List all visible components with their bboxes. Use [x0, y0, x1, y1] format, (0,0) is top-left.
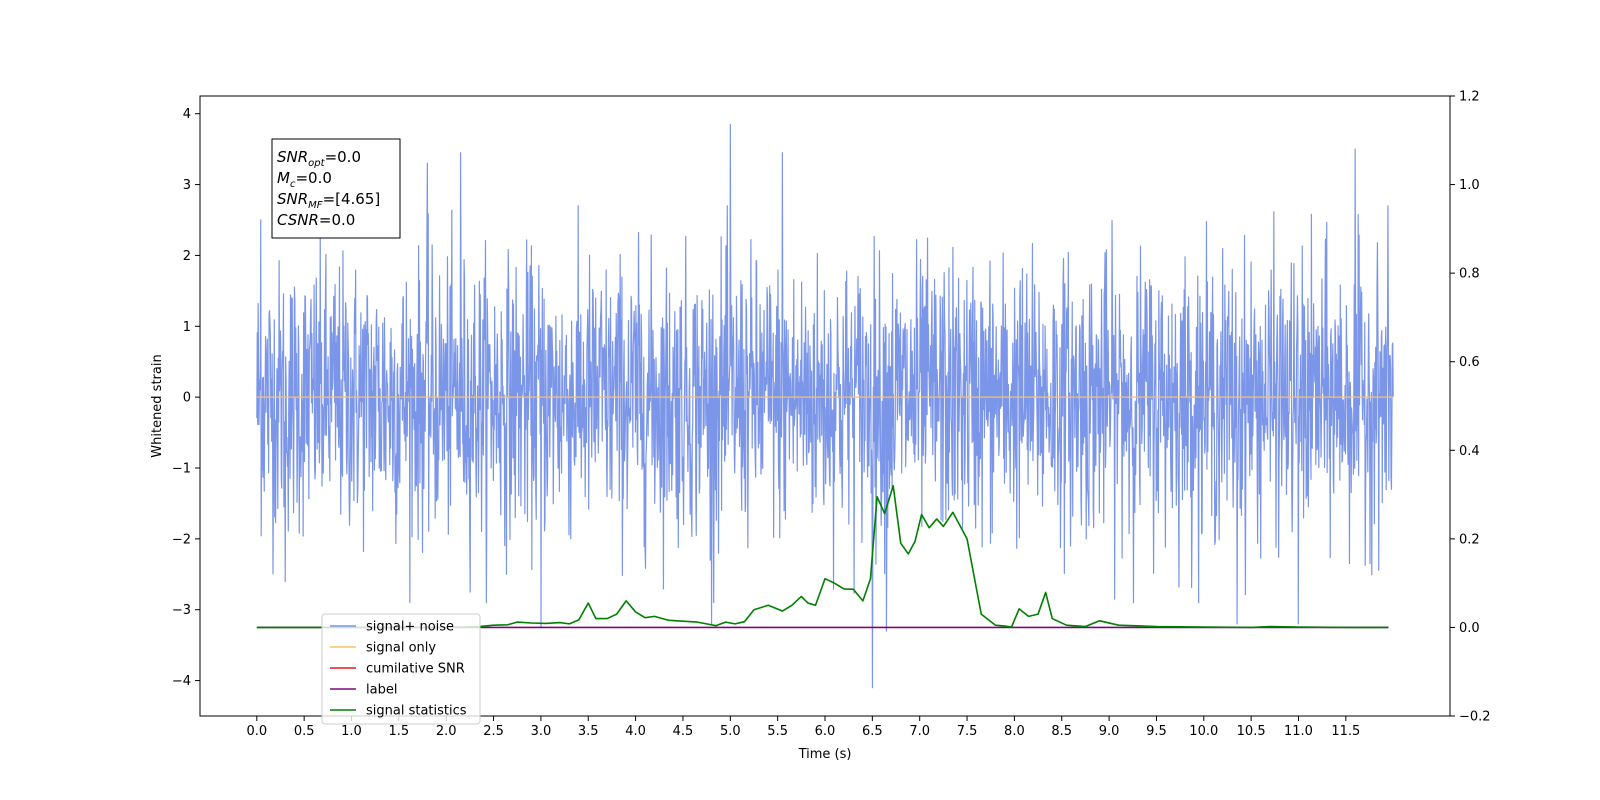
- annotation-symbol: SNR: [277, 190, 308, 208]
- y-tick-label: 4: [183, 107, 191, 122]
- y-tick-label: −1: [172, 462, 191, 477]
- annotation-line: SNRMF=[4.65]: [277, 190, 380, 211]
- x-tick-label: 11.0: [1284, 724, 1313, 739]
- y-tick-label: 1: [183, 320, 191, 335]
- x-tick-label: 1.0: [341, 724, 362, 739]
- y2-tick-label: 0.2: [1459, 532, 1480, 547]
- x-axis: 0.0 0.5 1.0 1.5 2.0 2.5 3.0 3.5 4.0 4.5 5.0 5.5 6.0 6…: [246, 716, 1360, 739]
- legend: signal+ noise signal only cumilative SNR la…: [321, 613, 481, 725]
- series-signal-noise-line: [256, 123, 1394, 689]
- y2-tick-label: 0.8: [1459, 267, 1480, 282]
- x-tick-label: 2.0: [436, 724, 457, 739]
- y2-tick-label: 0.4: [1459, 444, 1480, 459]
- x-tick-label: 0.5: [294, 724, 315, 739]
- x-tick-label: 6.0: [815, 724, 836, 739]
- x-tick-label: 5.0: [720, 724, 741, 739]
- y-tick-label: 2: [183, 249, 191, 264]
- legend-frame: [321, 613, 481, 725]
- y-tick-label: −3: [172, 603, 191, 618]
- x-tick-label: 9.5: [1146, 724, 1167, 739]
- annotation-frame: [271, 138, 401, 239]
- annotation-symbol: CSNR: [277, 211, 319, 229]
- plot-area: [256, 123, 1394, 689]
- y2-tick-label: 0.0: [1459, 621, 1480, 636]
- y2-tick-label: 0.6: [1459, 355, 1480, 370]
- annotation-line: SNRopt=0.0: [277, 148, 361, 169]
- annotation-line: Mc=0.0: [277, 169, 332, 190]
- x-tick-label: 4.5: [673, 724, 694, 739]
- x-tick-label: 6.5: [862, 724, 883, 739]
- annotation-subscript: c: [290, 179, 296, 190]
- x-tick-label: 7.5: [957, 724, 978, 739]
- legend-label: signal+ noise: [366, 620, 454, 635]
- annotation-value: =0.0: [325, 148, 361, 166]
- y2-tick-label: −0.2: [1459, 710, 1491, 725]
- x-tick-label: 10.0: [1189, 724, 1218, 739]
- annotation-subscript: opt: [308, 158, 325, 169]
- y-tick-label: −2: [172, 532, 191, 547]
- y-tick-label: −4: [172, 674, 191, 689]
- y-tick-label: 0: [183, 391, 191, 406]
- x-tick-label: 8.5: [1051, 724, 1072, 739]
- annotation-value: =0.0: [295, 169, 331, 187]
- annotation-symbol: M: [277, 169, 290, 187]
- annotation-subscript: MF: [308, 200, 323, 211]
- y-tick-label: 3: [183, 178, 191, 193]
- legend-label: cumilative SNR: [366, 662, 465, 677]
- legend-label: label: [366, 683, 397, 698]
- x-tick-label: 10.5: [1237, 724, 1266, 739]
- x-tick-label: 3.5: [578, 724, 599, 739]
- x-tick-label: 1.5: [389, 724, 410, 739]
- x-tick-label: 9.0: [1099, 724, 1120, 739]
- x-axis-label: Time (s): [798, 747, 852, 762]
- x-tick-label: 0.0: [246, 724, 267, 739]
- x-tick-label: 5.5: [767, 724, 788, 739]
- annotation-value: =0.0: [319, 211, 355, 229]
- series-signal-statistics-line: [256, 484, 1389, 629]
- annotation-symbol: SNR: [277, 148, 308, 166]
- legend-label: signal statistics: [366, 704, 467, 719]
- y2-tick-label: 1.2: [1459, 90, 1480, 105]
- x-tick-label: 3.0: [531, 724, 552, 739]
- x-tick-label: 4.0: [625, 724, 646, 739]
- annotation-line: CSNR=0.0: [277, 211, 355, 229]
- x-tick-label: 2.5: [483, 724, 504, 739]
- legend-label: signal only: [366, 641, 436, 656]
- annotation-value: =[4.65]: [323, 190, 381, 208]
- x-tick-label: 7.0: [909, 724, 930, 739]
- x-tick-label: 8.0: [1004, 724, 1025, 739]
- y2-tick-label: 1.0: [1459, 178, 1480, 193]
- y-axis-left: 4 3 2 1 0 −1 −2 −3 −4: [172, 107, 200, 689]
- x-tick-label: 11.5: [1331, 724, 1360, 739]
- y-axis-label: Whitened strain: [150, 354, 165, 457]
- y-axis-right: 1.2 1.0 0.8 0.6 0.4 0.2 0.0 −0.2: [1450, 90, 1491, 725]
